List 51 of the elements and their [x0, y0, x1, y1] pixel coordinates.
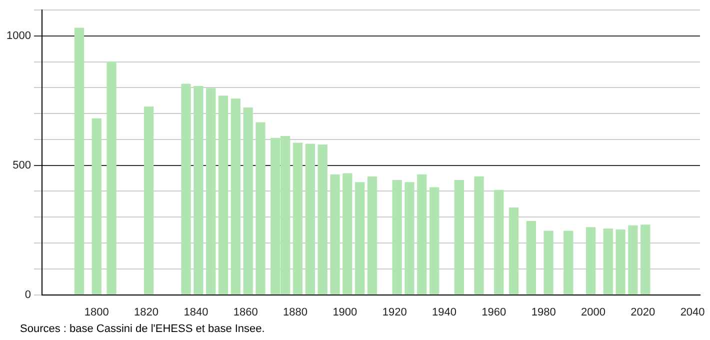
- bar: [218, 96, 228, 295]
- bar: [392, 180, 402, 295]
- bar: [305, 144, 315, 295]
- bar: [544, 230, 554, 295]
- x-tick-label: 1820: [134, 306, 159, 318]
- source-note: Sources : base Cassini de l'EHESS et base Insee.: [20, 323, 265, 335]
- x-tick-label: 1980: [531, 306, 556, 318]
- x-tick-label: 1860: [233, 306, 258, 318]
- x-tick-label: 1880: [283, 306, 308, 318]
- x-tick-label: 1940: [432, 306, 456, 318]
- bar: [144, 106, 154, 295]
- x-tick-label: 1960: [482, 306, 506, 318]
- bar: [342, 173, 352, 295]
- bar: [330, 174, 340, 295]
- x-tick-label: 1900: [332, 306, 358, 318]
- bar: [206, 88, 216, 295]
- y-tick-label: 500: [12, 159, 31, 172]
- bar: [417, 174, 427, 295]
- bar: [474, 176, 484, 295]
- bar: [564, 230, 574, 295]
- x-tick-label: 1920: [382, 306, 407, 318]
- x-tick-label: 1800: [84, 306, 109, 318]
- bar: [256, 122, 266, 295]
- bar: [586, 227, 596, 295]
- bar: [404, 182, 414, 295]
- x-tick-label: 2020: [630, 306, 656, 318]
- bar: [354, 182, 365, 295]
- bar: [603, 228, 613, 295]
- bar: [454, 180, 464, 295]
- bar: [292, 142, 303, 295]
- bar: [508, 207, 519, 295]
- bar: [628, 225, 638, 295]
- y-tick-label: 0: [24, 288, 31, 301]
- bar: [318, 144, 328, 295]
- bar: [181, 84, 191, 295]
- bar: [526, 220, 536, 295]
- bar: [367, 176, 378, 295]
- bar: [243, 108, 253, 295]
- y-tick-label: 1000: [6, 30, 31, 42]
- bar: [92, 118, 102, 295]
- x-tick-label: 2000: [580, 306, 606, 318]
- bar: [74, 28, 84, 295]
- bar: [616, 229, 626, 295]
- x-tick-label: 2040: [680, 306, 705, 318]
- bar: [194, 86, 204, 295]
- x-tick-label: 1840: [184, 306, 208, 318]
- bar: [494, 190, 504, 295]
- bar: [230, 98, 241, 295]
- bar: [429, 187, 440, 295]
- bar: [106, 61, 116, 295]
- bar: [640, 224, 650, 295]
